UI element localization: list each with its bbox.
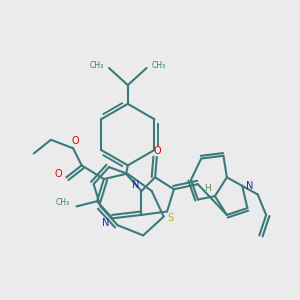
Text: N: N	[132, 180, 139, 190]
Text: N: N	[246, 181, 253, 191]
Text: H: H	[204, 184, 211, 193]
Text: N: N	[102, 218, 109, 229]
Text: CH₃: CH₃	[152, 61, 166, 70]
Text: O: O	[71, 136, 79, 146]
Text: S: S	[167, 213, 174, 223]
Text: O: O	[55, 169, 63, 179]
Text: O: O	[153, 146, 160, 156]
Text: CH₃: CH₃	[56, 199, 70, 208]
Text: CH₃: CH₃	[90, 61, 104, 70]
